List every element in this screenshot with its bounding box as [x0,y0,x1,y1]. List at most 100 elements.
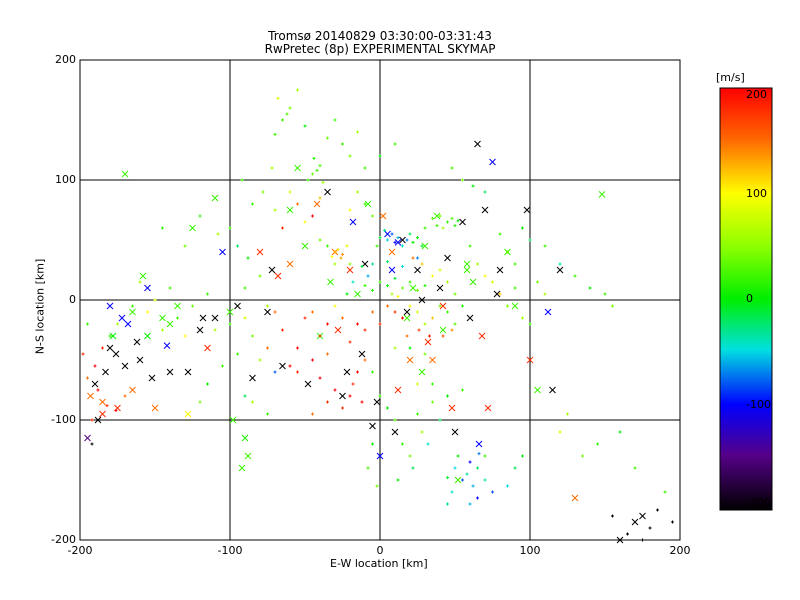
x-marker [403,314,411,322]
x-marker [454,476,462,484]
x-marker [418,296,426,304]
plus-marker [483,478,487,482]
plus-marker [356,370,359,374]
x-marker [463,260,471,268]
plus-marker [438,268,442,272]
plus-marker [306,178,310,182]
plus-marker [408,280,412,284]
plus-marker [416,256,419,260]
plus-marker [411,240,415,244]
x-marker [106,302,114,310]
x-marker [294,164,301,172]
plus-marker [431,316,434,320]
x-marker [639,512,646,520]
plus-marker [318,196,322,200]
plus-marker [276,96,280,100]
x-marker [433,212,441,220]
plus-marker [386,260,389,264]
plus-marker [251,400,254,404]
plus-marker [341,406,344,410]
plus-marker [491,490,494,494]
plus-marker [318,238,322,242]
plus-marker [326,400,329,404]
x-marker [376,452,384,460]
colorbar-tick-label: 100 [746,186,767,200]
plus-marker [138,280,142,284]
plus-marker [375,244,379,248]
x-marker [459,218,466,226]
plus-marker [90,442,94,446]
x-marker [121,362,129,370]
x-marker [421,242,429,250]
plus-marker [483,274,487,278]
plus-marker [339,256,343,260]
plus-marker [270,166,274,170]
x-marker [394,239,402,246]
plus-marker [168,286,172,290]
plus-marker [453,292,457,296]
plus-marker [356,190,359,194]
plus-marker [303,316,307,320]
plus-marker [341,316,344,320]
plus-marker [116,322,119,326]
plus-marker [183,334,187,338]
plus-marker [333,118,337,122]
x-marker [388,248,396,256]
plus-marker [435,224,439,228]
y-axis-label: N-S location [km] [33,258,47,355]
plus-marker [536,280,539,284]
plot-frame [79,59,681,541]
chart-subtitle: RwPretec (8p) EXPERIMENTAL SKYMAP [264,42,496,56]
plus-marker [333,250,337,254]
plus-marker [396,294,400,298]
x-marker [448,404,456,412]
plus-marker [663,490,667,494]
plus-marker [81,352,85,356]
plus-marker [266,304,269,308]
plus-marker [393,310,397,314]
plus-marker [477,452,481,456]
y-tick-label: -100 [51,413,76,426]
plus-marker [465,472,469,476]
plus-marker [558,430,562,434]
plus-marker [246,256,250,260]
plus-marker [431,400,434,404]
x-marker [349,218,357,226]
plus-marker [243,316,247,320]
plus-marker [611,304,614,308]
plus-marker [431,274,434,278]
plus-marker [296,202,299,206]
plus-marker [450,166,454,170]
plus-marker [416,412,419,416]
x-marker [256,248,264,256]
plus-marker [251,334,254,338]
x-marker [174,302,181,310]
plus-marker [288,364,292,368]
x-marker [469,278,477,286]
plus-marker [341,252,344,256]
plus-marker [341,142,344,146]
x-marker [163,342,171,349]
x-marker [286,260,294,268]
plus-marker [371,288,374,292]
plus-marker [183,244,187,248]
plus-marker [326,136,329,140]
x-marker [549,386,556,394]
plus-marker [521,316,524,320]
plus-marker [378,154,382,158]
x-marker [219,248,226,256]
plus-marker [401,316,404,320]
plus-marker [596,442,599,446]
plus-marker [453,224,457,228]
plus-marker [363,284,367,288]
plus-marker [251,202,254,206]
plus-marker [626,532,629,536]
x-marker [144,284,151,292]
plus-marker [311,412,314,416]
plus-marker [228,226,232,230]
y-tick-label: -200 [51,533,76,546]
plus-marker [363,358,367,362]
x-marker [406,356,414,364]
